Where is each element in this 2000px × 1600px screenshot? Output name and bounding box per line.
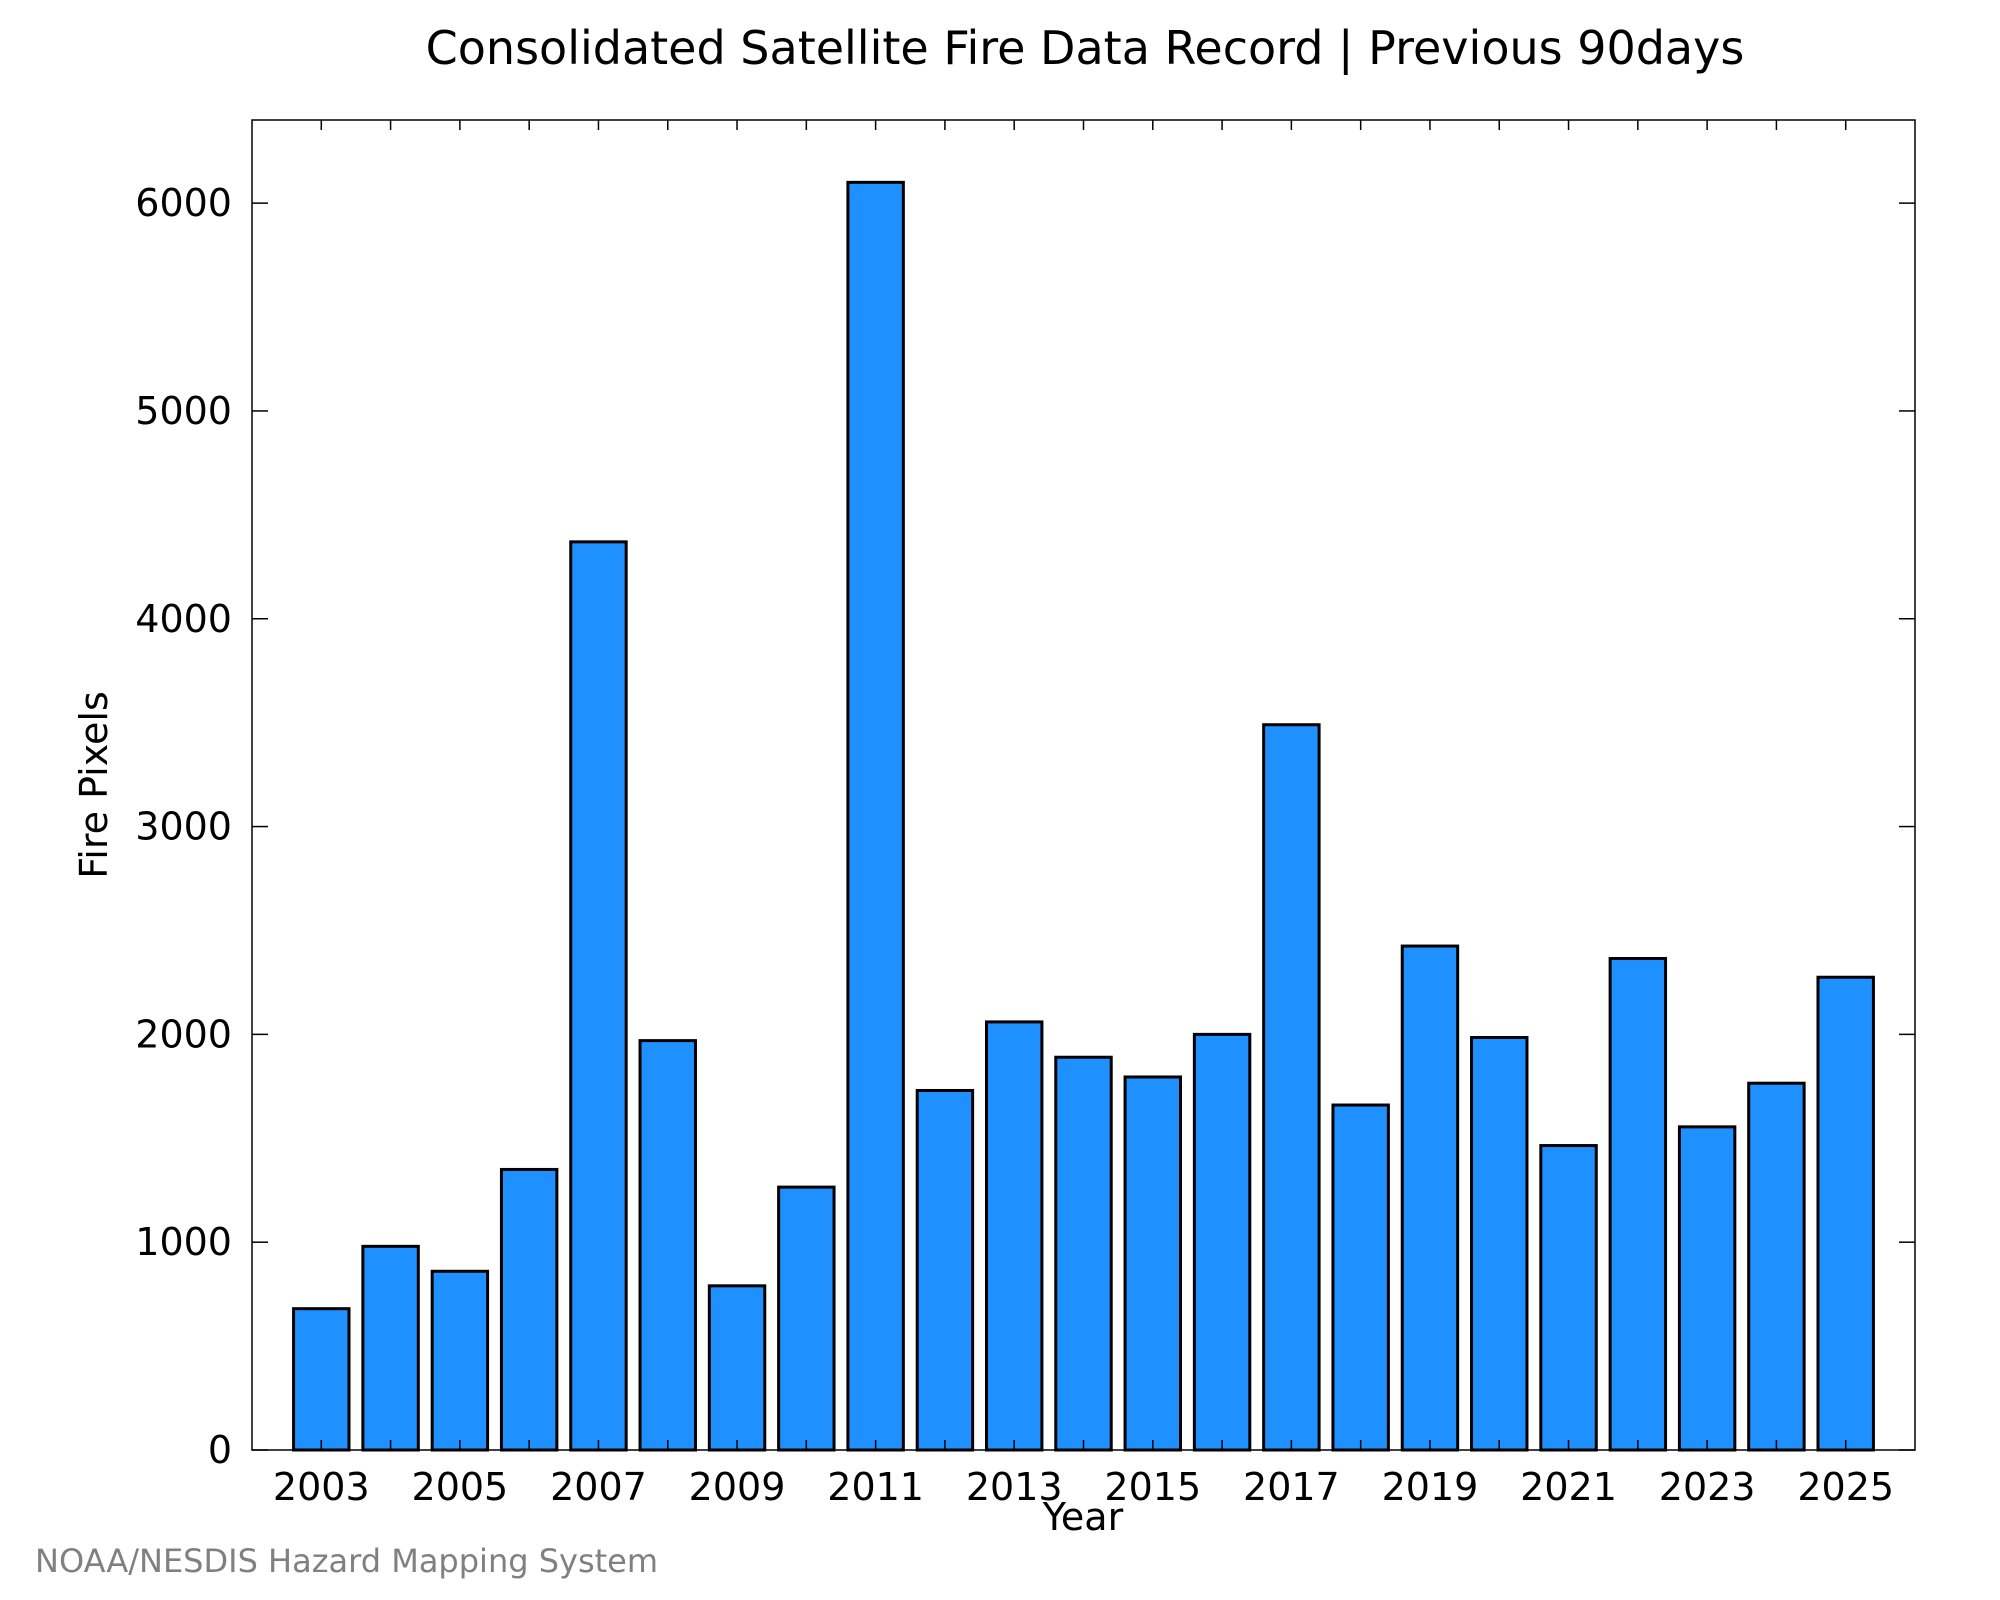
x-tick-label-2011: 2011 (827, 1465, 924, 1509)
x-tick-label-2007: 2007 (550, 1465, 647, 1509)
x-tick-label-2005: 2005 (412, 1465, 509, 1509)
bar-2011 (846, 180, 905, 1452)
bar-2024 (1747, 1081, 1806, 1452)
bar-2006 (499, 1167, 559, 1452)
x-tick-label-2019: 2019 (1382, 1465, 1479, 1509)
bar-2025 (1816, 975, 1875, 1452)
y-tick-label-0: 0 (208, 1428, 232, 1472)
bar-2016 (1192, 1032, 1252, 1452)
y-tick-label-5000: 5000 (135, 389, 232, 433)
bar-2020 (1470, 1035, 1529, 1452)
bar-2021 (1539, 1144, 1598, 1452)
y-tick-label-2000: 2000 (135, 1012, 232, 1056)
x-tick-label-2017: 2017 (1243, 1465, 1340, 1509)
bar-2014 (1054, 1055, 1113, 1452)
x-tick-label-2015: 2015 (1104, 1465, 1201, 1509)
y-tick-label-6000: 6000 (135, 181, 232, 225)
bar-2004 (361, 1244, 420, 1452)
bar-2007 (569, 540, 628, 1452)
bars-layer (292, 180, 1875, 1452)
bar-2003 (292, 1307, 351, 1452)
bar-2008 (638, 1039, 697, 1452)
x-tick-label-2009: 2009 (689, 1465, 786, 1509)
plot-frame (251, 119, 1916, 1451)
bar-2013 (984, 1020, 1044, 1452)
y-tick-label-3000: 3000 (135, 805, 232, 849)
bar-2005 (430, 1269, 490, 1452)
x-tick-label-2003: 2003 (273, 1465, 370, 1509)
bar-2017 (1262, 723, 1321, 1452)
y-axis-label: Fire Pixels (72, 691, 116, 879)
x-axis-label: Year (1042, 1495, 1124, 1539)
bar-2015 (1123, 1075, 1182, 1452)
y-tick-label-1000: 1000 (135, 1220, 232, 1264)
x-tick-label-2021: 2021 (1520, 1465, 1617, 1509)
bar-2012 (915, 1088, 975, 1452)
bar-2009 (707, 1284, 767, 1452)
bar-2023 (1677, 1125, 1737, 1452)
y-tick-label-4000: 4000 (135, 597, 232, 641)
bar-2019 (1400, 944, 1460, 1452)
x-tick-label-2025: 2025 (1797, 1465, 1894, 1509)
ticks-layer: 0 1000 2000 3000 4000 5000 6000 2003 2005 2007 200… (135, 120, 1915, 1509)
x-tick-label-2013: 2013 (966, 1465, 1063, 1509)
x-tick-label-2023: 2023 (1659, 1465, 1756, 1509)
bar-2010 (777, 1185, 836, 1452)
bar-2022 (1608, 957, 1668, 1452)
credit-text: NOAA/NESDIS Hazard Mapping System (35, 1542, 658, 1580)
chart-title: Consolidated Satellite Fire Data Record … (426, 21, 1745, 76)
bar-2018 (1331, 1103, 1390, 1452)
